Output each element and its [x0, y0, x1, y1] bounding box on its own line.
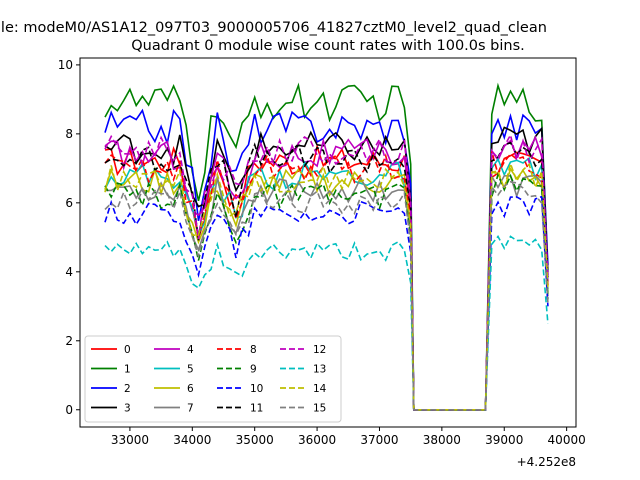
x-tick-label: 34000 — [173, 433, 211, 447]
chart-title: Quadrant 0 module wise count rates with … — [131, 38, 525, 54]
legend-label-5: 5 — [187, 364, 194, 376]
legend-label-6: 6 — [187, 383, 194, 395]
legend-label-14: 14 — [313, 383, 327, 395]
x-tick-label: 33000 — [111, 433, 149, 447]
y-tick-label: 0 — [65, 403, 73, 417]
legend-label-9: 9 — [250, 364, 257, 376]
series-layer — [104, 82, 549, 411]
x-tick-label: 37000 — [360, 433, 398, 447]
series-line-15 — [104, 181, 549, 411]
x-tick-label: 39000 — [485, 433, 523, 447]
legend-label-1: 1 — [124, 364, 131, 376]
x-tick-label: 38000 — [423, 433, 461, 447]
y-tick-label: 8 — [65, 127, 73, 141]
legend-label-2: 2 — [124, 383, 131, 395]
legend-label-12: 12 — [313, 344, 326, 356]
x-tick-label: 35000 — [236, 433, 274, 447]
legend-label-4: 4 — [187, 344, 194, 356]
legend-label-11: 11 — [250, 403, 263, 415]
series-line-12 — [104, 132, 549, 411]
legend-label-10: 10 — [250, 383, 263, 395]
legend-label-0: 0 — [124, 344, 131, 356]
legend-label-13: 13 — [313, 364, 326, 376]
legend-label-3: 3 — [124, 403, 131, 415]
legend-label-15: 15 — [313, 403, 326, 415]
series-line-14 — [104, 160, 549, 411]
y-tick-label: 6 — [65, 196, 73, 210]
x-tick-label: 36000 — [298, 433, 336, 447]
legend-label-7: 7 — [187, 403, 194, 415]
x-tick-label: 40000 — [548, 433, 586, 447]
plot-frame — [79, 57, 577, 428]
series-line-9 — [104, 172, 549, 411]
y-tick-label: 10 — [58, 58, 73, 72]
tick-layer: 33000 34000 35000 36000 37000 38000 39000 40000… — [58, 58, 586, 447]
y-tick-label: 2 — [65, 334, 73, 348]
legend-label-8: 8 — [250, 344, 257, 356]
series-line-10 — [104, 195, 549, 411]
x-offset-label: +4.252e8 — [517, 455, 576, 469]
legend-box — [84, 335, 342, 423]
chart-suptitle: n file: modeM0/AS1A12_097T03_9000005706_… — [0, 20, 547, 36]
y-tick-label: 4 — [65, 265, 73, 279]
